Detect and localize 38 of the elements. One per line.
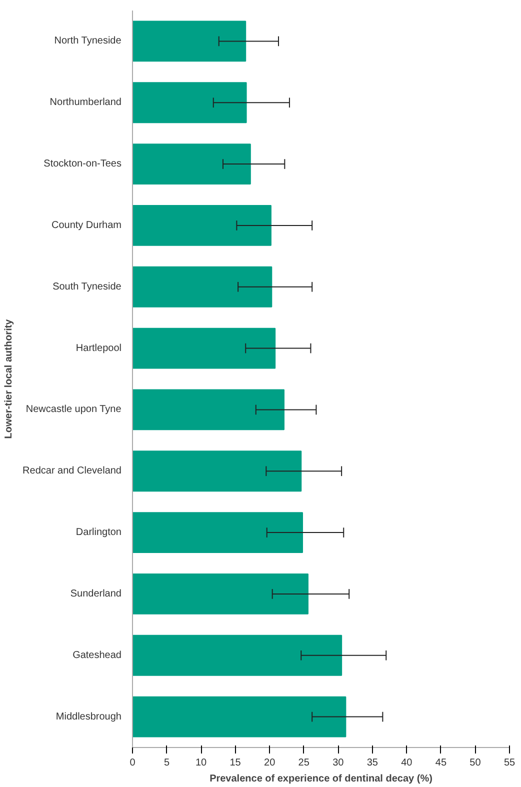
x-tick-label: 5 — [164, 758, 170, 768]
bar — [132, 144, 251, 184]
bar — [132, 634, 342, 676]
x-tick-label: 15 — [230, 758, 242, 768]
x-tick-label: 40 — [401, 758, 413, 768]
y-tick-label: Darlington — [76, 527, 122, 538]
bar — [132, 389, 284, 430]
y-tick-label: North Tyneside — [54, 36, 122, 47]
bar — [132, 574, 308, 614]
bar — [132, 696, 346, 738]
bar — [132, 20, 246, 62]
x-tick-label: 30 — [332, 758, 344, 768]
y-axis-title: Lower-tier local authority — [4, 318, 15, 439]
x-tick-label: 0 — [130, 758, 136, 768]
y-tick-label: Sunderland — [70, 588, 122, 600]
y-tick-label: Hartlepool — [76, 342, 122, 354]
y-tick-label: Redcar and Cleveland — [22, 466, 122, 477]
bar — [132, 266, 272, 308]
y-tick-label: Gateshead — [72, 650, 122, 661]
bar — [132, 205, 272, 246]
y-tick-label: Stockton-on-Tees — [44, 158, 122, 170]
x-tick-label: 55 — [504, 758, 516, 768]
y-tick-label: Newcastle upon Tyne — [26, 404, 122, 416]
bar — [132, 82, 247, 124]
bar — [132, 328, 276, 369]
bar — [132, 450, 302, 492]
x-tick-label: 35 — [366, 758, 378, 768]
x-tick-label: 10 — [195, 758, 208, 768]
y-tick-label: Northumberland — [50, 97, 122, 108]
bar — [132, 512, 303, 553]
x-tick-label: 45 — [435, 758, 447, 768]
x-tick-label: 25 — [298, 758, 310, 768]
y-tick-label: County Durham — [51, 220, 122, 231]
x-tick-label: 50 — [470, 758, 482, 768]
x-tick-label: 20 — [264, 758, 276, 768]
y-tick-label: Middlesbrough — [56, 711, 122, 722]
x-axis-title: Prevalence of experience of dentinal decay (%) — [210, 774, 432, 784]
y-tick-label: South Tyneside — [52, 281, 122, 292]
